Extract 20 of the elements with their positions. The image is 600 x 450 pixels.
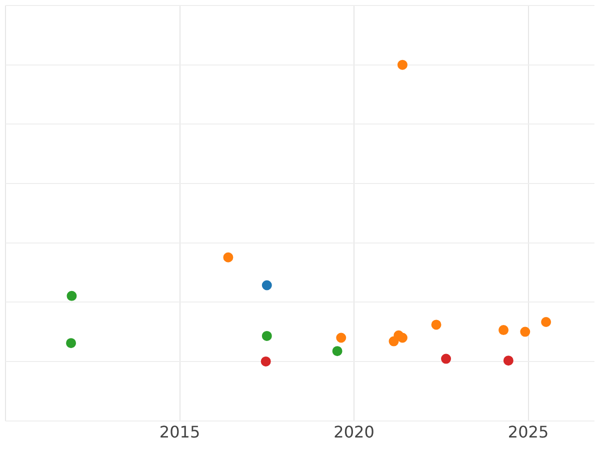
point — [66, 290, 77, 301]
point — [441, 354, 452, 364]
point — [260, 356, 271, 366]
point — [397, 60, 408, 70]
x-tick-label: 2025 — [508, 422, 549, 442]
point — [503, 356, 514, 366]
point — [66, 338, 76, 348]
x-tick-label: 2020 — [334, 422, 374, 442]
point — [397, 332, 408, 343]
point — [498, 325, 509, 336]
point — [336, 332, 346, 343]
point — [332, 346, 342, 356]
x-tick-label: 2015 — [159, 422, 200, 442]
point — [388, 336, 399, 346]
point — [431, 320, 442, 330]
point — [262, 280, 272, 290]
point — [520, 326, 530, 337]
point — [223, 252, 234, 262]
point — [262, 330, 272, 341]
point — [541, 317, 552, 328]
